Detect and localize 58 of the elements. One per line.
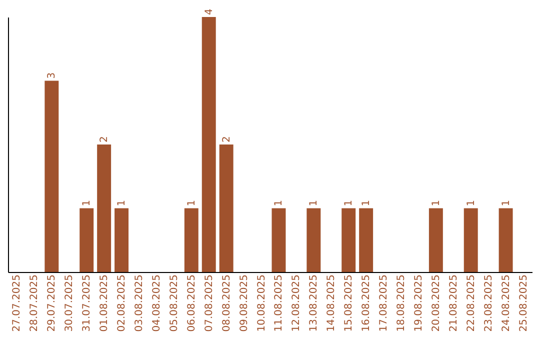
bar xyxy=(272,208,286,272)
data-label: 1 xyxy=(116,200,128,206)
data-label: 1 xyxy=(430,200,442,206)
x-tick-label: 07.08.2025 xyxy=(204,274,215,332)
x-tick-label: 23.08.2025 xyxy=(483,274,494,332)
data-label: 1 xyxy=(500,200,512,206)
x-tick-label: 28.07.2025 xyxy=(29,274,40,332)
data-label: 1 xyxy=(186,200,198,206)
bar xyxy=(219,144,234,272)
x-tick-label: 25.08.2025 xyxy=(518,274,530,332)
x-tick-label: 22.08.2025 xyxy=(466,274,477,332)
x-tick-label: 27.07.2025 xyxy=(12,274,23,332)
bar xyxy=(114,208,129,272)
x-tick-label: 17.08.2025 xyxy=(378,274,390,332)
x-tick-label: 16.08.2025 xyxy=(361,274,372,332)
x-tick-label: 21.08.2025 xyxy=(448,274,460,332)
x-tick-label: 19.08.2025 xyxy=(413,274,424,332)
data-label: 1 xyxy=(466,200,477,206)
x-tick-label: 05.08.2025 xyxy=(168,274,180,332)
data-label: 1 xyxy=(344,200,355,206)
bar xyxy=(306,208,321,272)
bar xyxy=(342,208,356,272)
data-label: 4 xyxy=(204,8,215,15)
data-label: 1 xyxy=(361,200,372,206)
x-tick-label: 24.08.2025 xyxy=(500,274,512,332)
x-tick-label: 14.08.2025 xyxy=(326,274,338,332)
data-label: 2 xyxy=(221,136,232,142)
data-label: 1 xyxy=(308,200,320,206)
x-tick-label: 20.08.2025 xyxy=(430,274,442,332)
x-tick-label: 09.08.2025 xyxy=(238,274,250,332)
x-tick-label: 29.07.2025 xyxy=(46,274,58,332)
data-label: 2 xyxy=(99,136,110,142)
bar xyxy=(44,80,59,272)
bar xyxy=(97,144,112,272)
x-tick-label: 12.08.2025 xyxy=(291,274,302,332)
x-tick-label: 18.08.2025 xyxy=(396,274,407,332)
x-tick-label: 30.07.2025 xyxy=(64,274,76,332)
x-tick-label: 31.07.2025 xyxy=(82,274,93,332)
x-tick-label: 06.08.2025 xyxy=(186,274,198,332)
bar xyxy=(184,208,198,272)
x-tick-label: 08.08.2025 xyxy=(221,274,232,332)
bar xyxy=(359,208,374,272)
data-label: 3 xyxy=(46,72,58,79)
data-label: 1 xyxy=(82,200,93,206)
bar xyxy=(464,208,478,272)
bar xyxy=(80,208,94,272)
x-tick-label: 01.08.2025 xyxy=(99,274,110,332)
data-label: 1 xyxy=(274,200,285,206)
x-tick-label: 15.08.2025 xyxy=(344,274,355,332)
bar xyxy=(428,208,443,272)
x-tick-label: 10.08.2025 xyxy=(256,274,268,332)
x-tick-label: 04.08.2025 xyxy=(151,274,162,332)
x-tick-label: 02.08.2025 xyxy=(116,274,128,332)
x-tick-label: 11.08.2025 xyxy=(274,274,285,332)
bar xyxy=(202,17,216,272)
x-tick-label: 03.08.2025 xyxy=(134,274,145,332)
bar xyxy=(498,208,513,272)
x-tick-label: 13.08.2025 xyxy=(308,274,320,332)
